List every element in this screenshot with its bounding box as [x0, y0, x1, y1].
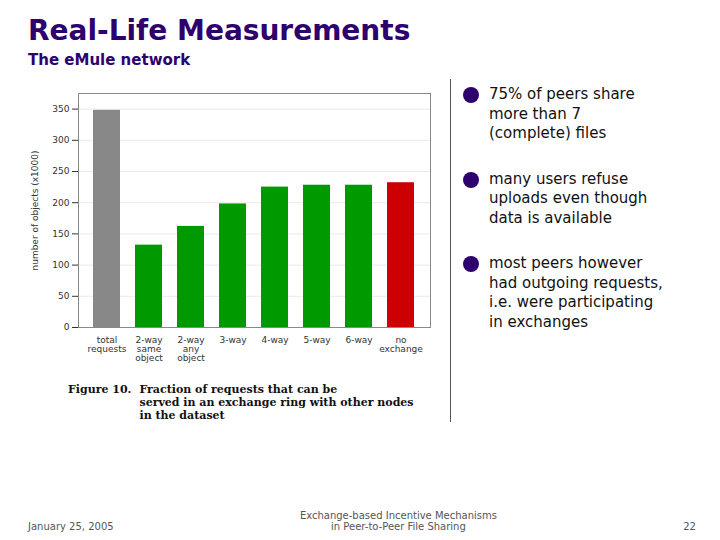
- svg-text:300: 300: [52, 135, 69, 145]
- svg-text:5-way: 5-way: [303, 335, 331, 345]
- svg-text:3-way: 3-way: [219, 335, 247, 345]
- html-text:22: 22: [683, 521, 696, 532]
- svg-text:4-way: 4-way: [261, 335, 289, 345]
- svg-text:2-wayanyobject: 2-wayanyobject: [177, 335, 205, 363]
- svg-text:2-waysameobject: 2-waysameobject: [135, 335, 163, 363]
- svg-text:350: 350: [52, 104, 69, 114]
- html-text:75% of peers share more than 7: 75% of peers share more than 7 (complete…: [489, 85, 635, 142]
- svg-text:0: 0: [64, 322, 70, 332]
- svg-text:totalrequests: totalrequests: [88, 335, 127, 354]
- html-text:most peers however had outgoin: most peers however had outgoing requests…: [489, 254, 663, 331]
- svg-text:6-way: 6-way: [345, 335, 373, 345]
- html-text:The eMule network: The eMule network: [28, 51, 191, 69]
- html-text:Real-Life Measurements: Real-Life Measurements: [28, 14, 411, 47]
- html-text:Fraction of requests that can: Fraction of requests that can be served …: [139, 383, 414, 422]
- html-text:Exchange-based Incentive Mecha: Exchange-based Incentive Mechanisms in P…: [299, 510, 497, 532]
- svg-text:150: 150: [52, 229, 69, 239]
- html-text:many users refuse uploads even: many users refuse uploads even though da…: [489, 169, 648, 227]
- svg-text:number of objects (x1000): number of objects (x1000): [30, 150, 40, 270]
- svg-text:100: 100: [52, 260, 69, 270]
- html-text:January 25, 2005: January 25, 2005: [28, 521, 114, 532]
- html-text:Figure 10.: Figure 10.: [68, 383, 132, 396]
- svg-text:noexchange: noexchange: [379, 335, 423, 354]
- svg-text:250: 250: [52, 166, 69, 176]
- svg-text:200: 200: [52, 198, 69, 208]
- svg-text:50: 50: [58, 291, 70, 301]
